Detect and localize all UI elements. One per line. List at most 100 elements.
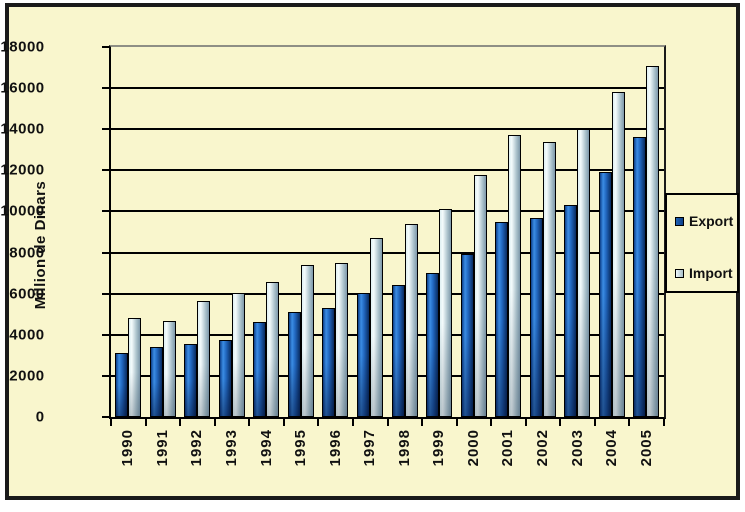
bar-export-2005 xyxy=(633,137,647,417)
y-tick-12000 xyxy=(102,169,109,172)
x-tick-4 xyxy=(248,419,251,426)
y-tick-8000 xyxy=(102,251,109,254)
x-tick-3 xyxy=(213,419,216,426)
bar-export-1996 xyxy=(322,308,336,417)
y-tick-label-4000: 4000 xyxy=(9,326,45,344)
plot-area: 0 2000 4000 6000 8000 10000 12000 14000 16000 180… xyxy=(0,39,666,466)
bar-export-2001 xyxy=(495,221,509,417)
bar-import-1990 xyxy=(128,318,141,417)
bar-export-2003 xyxy=(564,205,578,417)
x-label-1995: 1995 xyxy=(292,429,310,467)
gridline-4000 xyxy=(111,333,664,336)
bar-import-2002 xyxy=(542,141,556,417)
x-tick-10 xyxy=(455,419,458,426)
x-tick-2 xyxy=(179,419,182,426)
x-label-2005: 2005 xyxy=(637,429,655,467)
x-label-1994: 1994 xyxy=(257,429,275,467)
bar-export-1992 xyxy=(184,344,198,417)
bar-import-1994 xyxy=(266,282,280,417)
legend-box: Export Import xyxy=(665,193,739,293)
y-tick-label-2000: 2000 xyxy=(9,367,45,385)
bar-import-2005 xyxy=(646,65,660,417)
x-label-1999: 1999 xyxy=(430,429,448,467)
gridline-12000 xyxy=(111,169,664,172)
y-tick-label-10000: 10000 xyxy=(0,202,45,220)
x-label-1990: 1990 xyxy=(119,429,137,467)
bar-export-1999 xyxy=(426,273,440,417)
gridline-16000 xyxy=(111,87,664,90)
chart-frame: Million de Dinars 0 2000 4000 6000 8000 10000… xyxy=(0,3,740,500)
x-label-2001: 2001 xyxy=(499,429,517,467)
bar-export-1998 xyxy=(391,285,405,417)
bar-import-2004 xyxy=(611,92,625,417)
x-label-1991: 1991 xyxy=(153,429,171,467)
legend-label-export: Export xyxy=(689,213,734,229)
y-tick-label-14000: 14000 xyxy=(0,120,45,138)
y-tick-label-16000: 16000 xyxy=(0,79,45,97)
bar-import-2001 xyxy=(508,135,522,417)
x-tick-8 xyxy=(386,419,389,426)
bar-import-1992 xyxy=(197,300,211,417)
bar-export-1994 xyxy=(253,322,267,417)
bar-import-1996 xyxy=(335,262,349,417)
gridline-6000 xyxy=(111,292,664,295)
x-tick-13 xyxy=(559,419,562,426)
gridline-10000 xyxy=(111,210,664,213)
y-tick-label-18000: 18000 xyxy=(0,38,45,56)
x-label-1997: 1997 xyxy=(361,429,379,467)
bar-import-1998 xyxy=(404,223,418,417)
y-tick-14000 xyxy=(102,128,109,131)
x-tick-14 xyxy=(593,419,596,426)
y-tick-6000 xyxy=(102,292,109,295)
x-label-2003: 2003 xyxy=(568,429,586,467)
legend-item-import: Import xyxy=(675,265,733,281)
x-label-1993: 1993 xyxy=(222,429,240,467)
y-tick-18000 xyxy=(102,46,109,48)
bar-import-1993 xyxy=(231,292,245,417)
legend-item-export: Export xyxy=(675,213,733,229)
bar-import-1999 xyxy=(439,209,453,417)
bar-import-1995 xyxy=(300,264,314,417)
y-tick-10000 xyxy=(102,210,109,213)
gridline-8000 xyxy=(111,251,664,254)
x-tick-12 xyxy=(524,419,527,426)
x-tick-1 xyxy=(144,419,147,426)
bar-import-1997 xyxy=(369,238,383,417)
y-tick-label-12000: 12000 xyxy=(0,161,45,179)
bar-import-2000 xyxy=(473,175,487,417)
bar-export-1991 xyxy=(149,347,163,417)
y-tick-16000 xyxy=(102,87,109,90)
bar-export-1997 xyxy=(356,292,370,417)
x-label-2000: 2000 xyxy=(464,429,482,467)
bar-export-2000 xyxy=(460,253,474,417)
x-tick-6 xyxy=(317,419,320,426)
bar-export-1993 xyxy=(218,339,232,417)
x-tick-7 xyxy=(351,419,354,426)
bar-import-1991 xyxy=(162,321,176,417)
x-label-1996: 1996 xyxy=(326,429,344,467)
x-tick-15 xyxy=(628,419,631,426)
legend-swatch-export xyxy=(675,216,684,226)
y-tick-2000 xyxy=(102,374,109,377)
x-tick-0 xyxy=(110,419,112,426)
gridline-14000 xyxy=(111,128,664,131)
bar-export-1990 xyxy=(115,353,128,417)
bar-import-2003 xyxy=(577,129,591,417)
y-tick-label-8000: 8000 xyxy=(9,244,45,262)
bar-export-2002 xyxy=(529,217,543,417)
y-tick-4000 xyxy=(102,333,109,336)
x-tick-end xyxy=(663,419,665,426)
bar-export-1995 xyxy=(287,312,301,417)
x-tick-5 xyxy=(282,419,285,426)
x-tick-9 xyxy=(421,419,424,426)
x-label-2002: 2002 xyxy=(534,429,552,467)
x-label-1998: 1998 xyxy=(395,429,413,467)
x-label-2004: 2004 xyxy=(603,429,621,467)
legend-swatch-import xyxy=(675,268,684,278)
bar-export-2004 xyxy=(598,172,612,417)
x-tick-11 xyxy=(490,419,493,426)
y-tick-label-0: 0 xyxy=(35,408,45,426)
y-tick-0 xyxy=(102,416,109,418)
y-tick-label-6000: 6000 xyxy=(9,285,45,303)
x-label-1992: 1992 xyxy=(188,429,206,467)
